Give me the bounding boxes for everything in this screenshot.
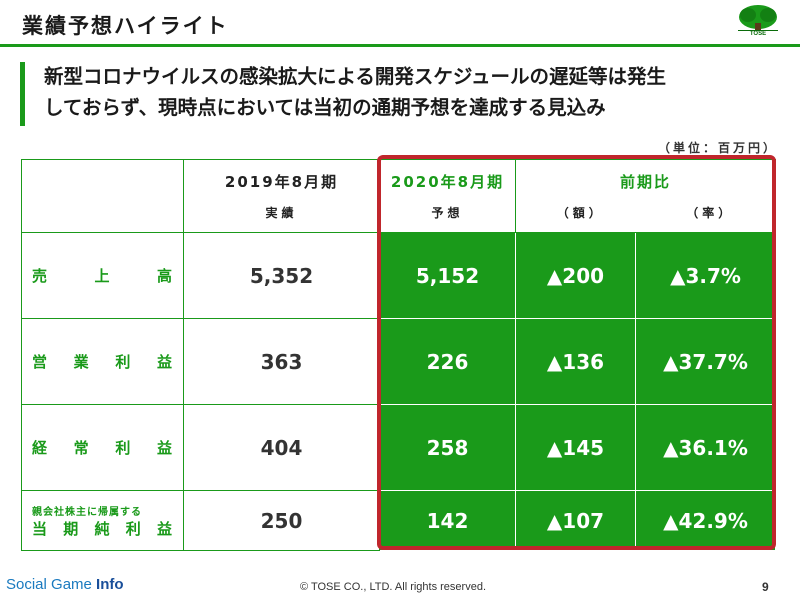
forecast-period-label: 2020年8月期 <box>390 173 505 191</box>
diff-value: ▲107 <box>515 490 636 551</box>
row-label: 経常利益 <box>21 404 184 491</box>
row-label-char: 利 <box>115 439 131 457</box>
table-row: 売 上 高 5,352 5,152 ▲200 ▲3.7% <box>21 232 776 319</box>
forecast-value: 258 <box>379 404 516 491</box>
table-row: 親会社株主に帰属する当期純利益 250 142 ▲107 ▲42.9% <box>21 490 776 551</box>
row-label: 売上高 <box>21 232 184 319</box>
row-label-char: 上 <box>94 267 110 285</box>
forecast-value: 5,152 <box>379 232 516 319</box>
row-label-char: 経 <box>32 439 48 457</box>
row-label-char: 常 <box>73 439 89 457</box>
row-label-char: 利 <box>125 519 141 538</box>
rate-sub-label: （率） <box>686 206 735 220</box>
headline-line-2: しておらず、現時点においては当初の通期予想を達成する見込み <box>44 96 606 119</box>
prev-value: 250 <box>183 490 380 551</box>
table-row: 営 業 利 益 363 226 ▲136 ▲37.7% <box>21 318 776 405</box>
header-prev-period: 2019年8月期 実績 <box>183 159 380 233</box>
rate-value: ▲3.7% <box>635 232 776 319</box>
page-number: 9 <box>762 580 769 594</box>
compare-label: 前期比 <box>619 173 671 191</box>
unit-note: （単位：百万円） <box>657 141 778 155</box>
page-title: 業績予想ハイライト <box>22 14 229 38</box>
tose-tree-logo-icon <box>736 3 780 43</box>
prev-value: 363 <box>183 318 380 405</box>
header-forecast: 2020年8月期 予想 <box>379 159 516 233</box>
row-label-text: 経常利益 <box>32 437 172 458</box>
row-label-char: 益 <box>156 439 172 457</box>
prev-value: 5,352 <box>183 232 380 319</box>
row-label: 営業利益 <box>21 318 184 405</box>
header-empty-cell <box>21 159 184 233</box>
row-label-char: 期 <box>63 519 79 538</box>
footer-watermark: Social Game Info <box>6 576 124 593</box>
copyright: © TOSE CO., LTD. All rights reserved. <box>300 581 486 593</box>
footer-brand-b: Info <box>96 576 124 593</box>
header-divider <box>0 44 800 47</box>
row-label-char: 業 <box>73 353 89 371</box>
forecast-value: 226 <box>379 318 516 405</box>
row-label-char: 益 <box>156 519 172 538</box>
prev-value: 404 <box>183 404 380 491</box>
rate-value: ▲36.1% <box>635 404 776 491</box>
row-label-text: 売上高 <box>32 265 172 286</box>
row-label-text: 当期純利益 <box>32 518 172 539</box>
rate-value: ▲37.7% <box>635 318 776 405</box>
diff-value: ▲145 <box>515 404 636 491</box>
row-label: 親会社株主に帰属する当期純利益 <box>21 490 184 551</box>
table-row: 経 常 利 益 404 258 ▲145 ▲36.1% <box>21 404 776 491</box>
row-label-char: 高 <box>156 267 172 285</box>
compare-sub-labels: （額） （率） <box>516 204 775 221</box>
table-header-row: 2019年8月期 実績 2020年8月期 予想 前期比 （額） （率） <box>21 159 776 233</box>
forecast-sub-label: 予想 <box>431 206 464 220</box>
row-label-char: 営 <box>32 353 48 371</box>
header-compare: 前期比 （額） （率） <box>515 159 776 233</box>
logo-text: TOSE <box>749 31 767 37</box>
headline-accent-bar <box>20 62 25 126</box>
diff-value: ▲200 <box>515 232 636 319</box>
diff-value: ▲136 <box>515 318 636 405</box>
forecast-value: 142 <box>379 490 516 551</box>
row-label-small: 親会社株主に帰属する <box>32 506 142 518</box>
rate-value: ▲42.9% <box>635 490 776 551</box>
row-label-char: 利 <box>115 353 131 371</box>
headline-line-1: 新型コロナウイルスの感染拡大による開発スケジュールの遅延等は発生 <box>44 65 667 88</box>
prev-sub-label: 実績 <box>265 206 298 220</box>
row-label-char: 売 <box>32 267 48 285</box>
row-label-char: 純 <box>94 519 110 538</box>
row-label-text: 営業利益 <box>32 351 172 372</box>
headline: 新型コロナウイルスの感染拡大による開発スケジュールの遅延等は発生 しておらず、現… <box>44 61 784 123</box>
prev-period-label: 2019年8月期 <box>224 173 339 191</box>
amount-sub-label: （額） <box>556 206 605 220</box>
row-label-char: 益 <box>156 353 172 371</box>
footer-brand-a: Social Game <box>6 576 97 593</box>
row-label-char: 当 <box>32 519 48 538</box>
